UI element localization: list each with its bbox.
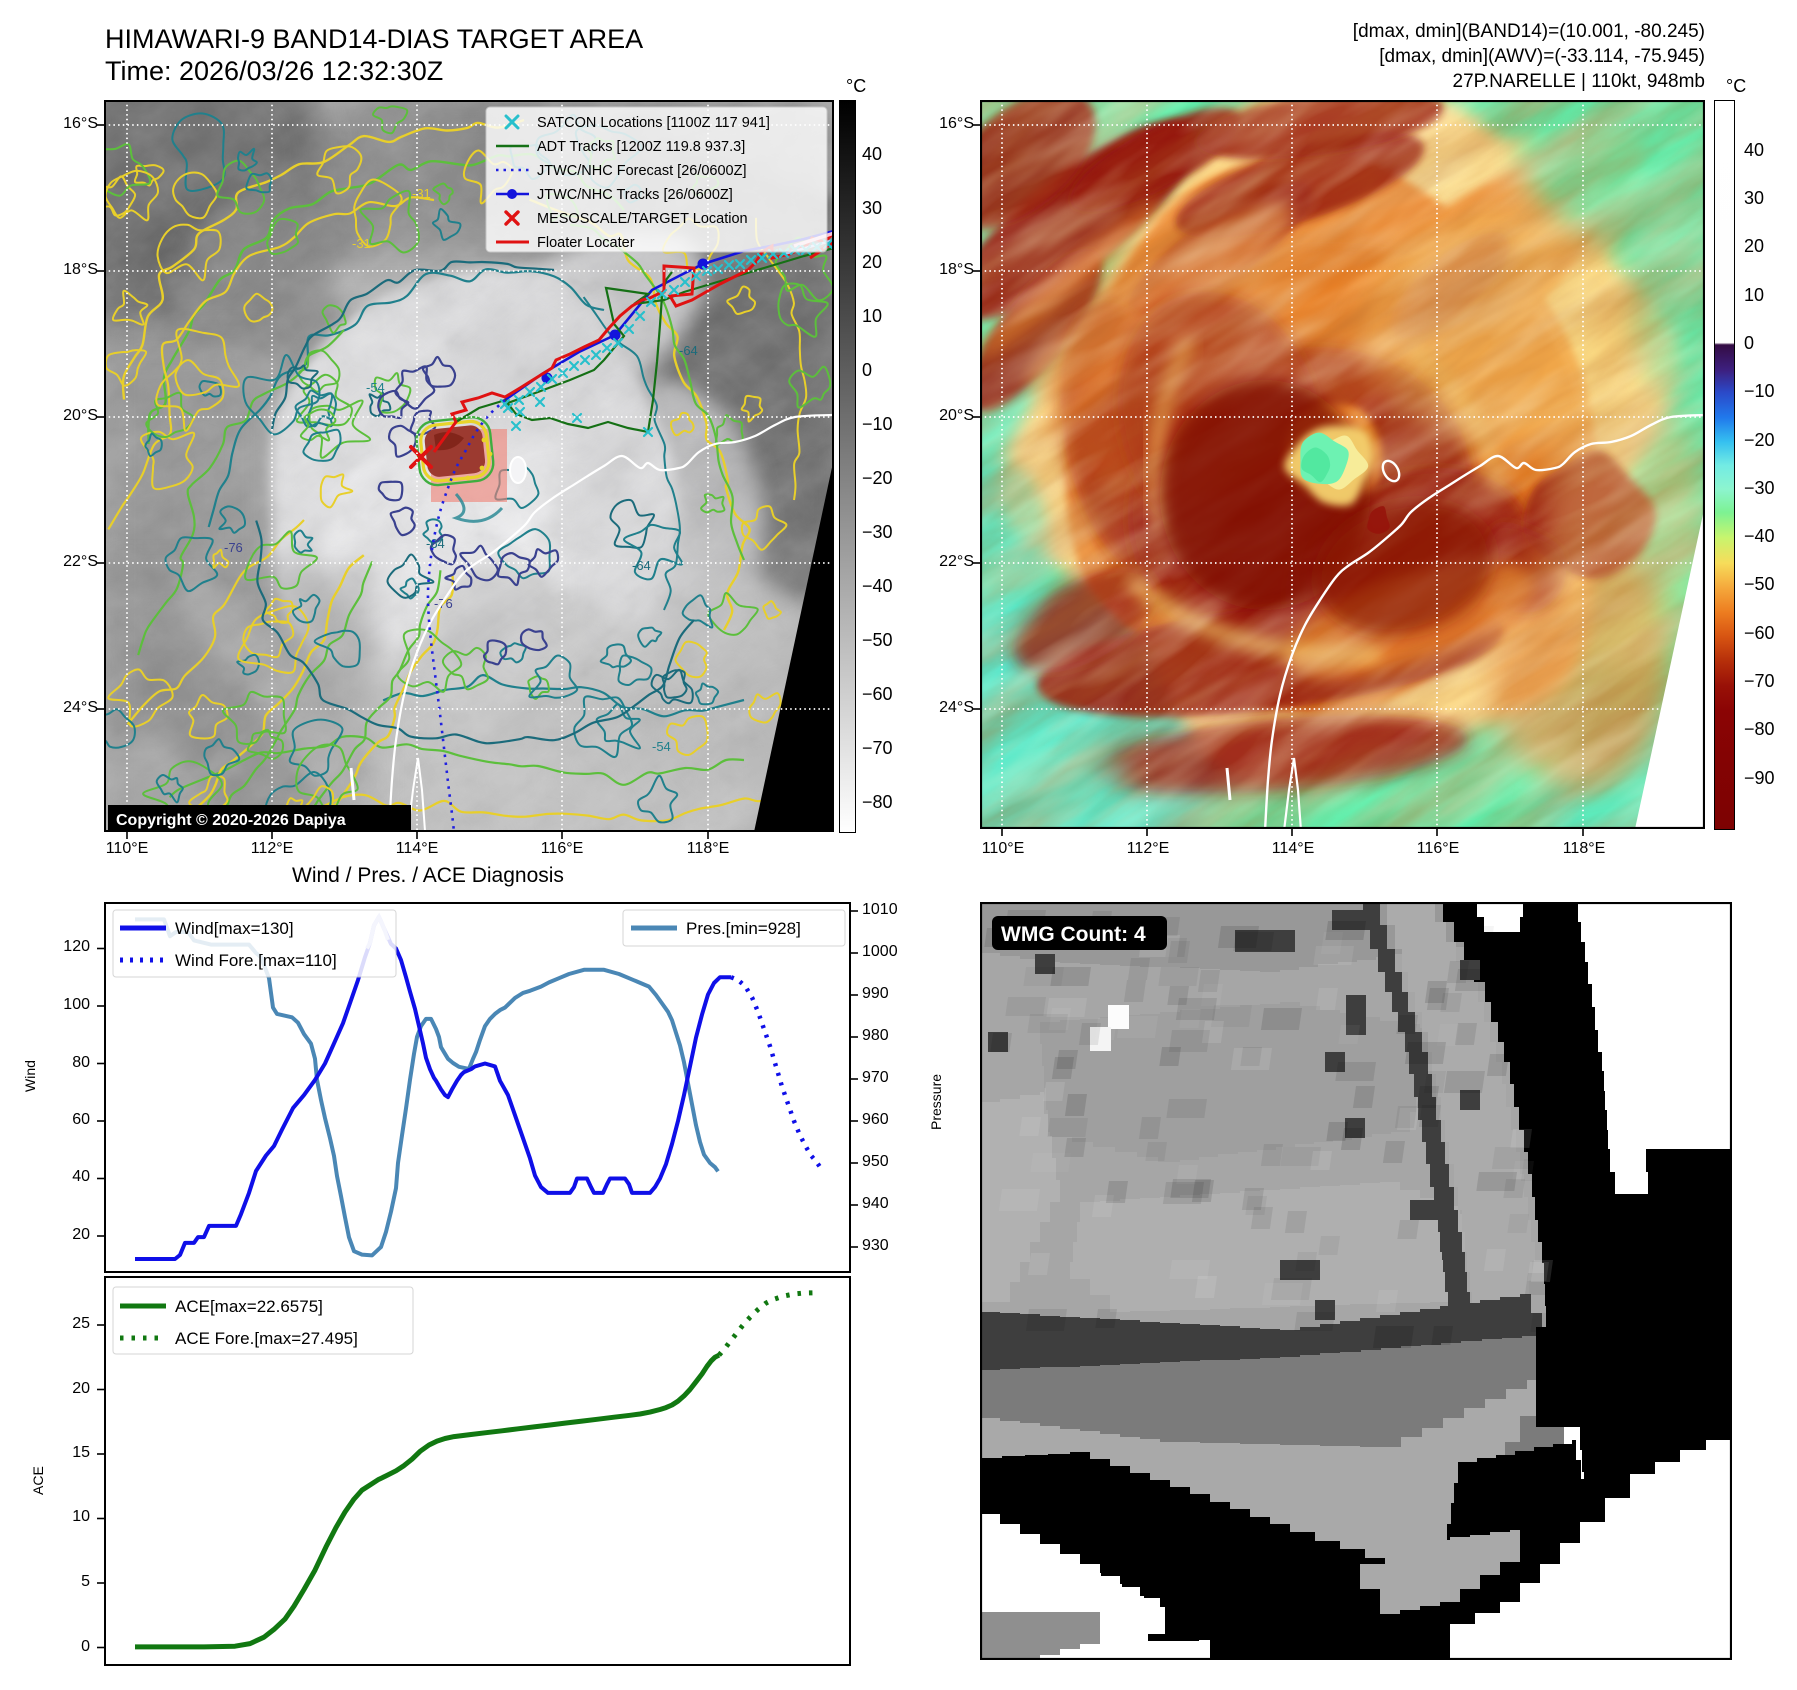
svg-text:Copyright © 2020-2026 Dapiya: Copyright © 2020-2026 Dapiya	[116, 812, 346, 829]
svg-text:-64: -64	[632, 558, 651, 573]
svg-text:-64: -64	[679, 343, 698, 358]
svg-text:-64: -64	[426, 536, 445, 551]
svg-text:-31: -31	[352, 236, 371, 251]
svg-text:Pres.[min=928]: Pres.[min=928]	[686, 919, 801, 938]
svg-text:Floater Locater: Floater Locater	[537, 235, 635, 251]
svg-text:Wind Fore.[max=110]: Wind Fore.[max=110]	[175, 951, 337, 970]
svg-text:WMG Count: 4: WMG Count: 4	[1001, 923, 1146, 946]
svg-text:ACE Fore.[max=27.495]: ACE Fore.[max=27.495]	[175, 1329, 358, 1348]
svg-text:ACE[max=22.6575]: ACE[max=22.6575]	[175, 1297, 323, 1316]
svg-text:JTWC/NHC Forecast [26/0600Z]: JTWC/NHC Forecast [26/0600Z]	[537, 163, 747, 179]
svg-text:MESOSCALE/TARGET Location: MESOSCALE/TARGET Location	[537, 211, 748, 227]
svg-text:Wind[max=130]: Wind[max=130]	[175, 919, 294, 938]
svg-text:-54: -54	[652, 739, 671, 754]
svg-text:-76: -76	[224, 540, 243, 555]
svg-text:-54: -54	[366, 380, 385, 395]
svg-text:SATCON Locations [1100Z 117 94: SATCON Locations [1100Z 117 941]	[537, 115, 770, 131]
svg-text:JTWC/NHC Tracks [26/0600Z]: JTWC/NHC Tracks [26/0600Z]	[537, 187, 733, 203]
svg-text:ADT Tracks [1200Z 119.8 937.3]: ADT Tracks [1200Z 119.8 937.3]	[537, 139, 745, 155]
